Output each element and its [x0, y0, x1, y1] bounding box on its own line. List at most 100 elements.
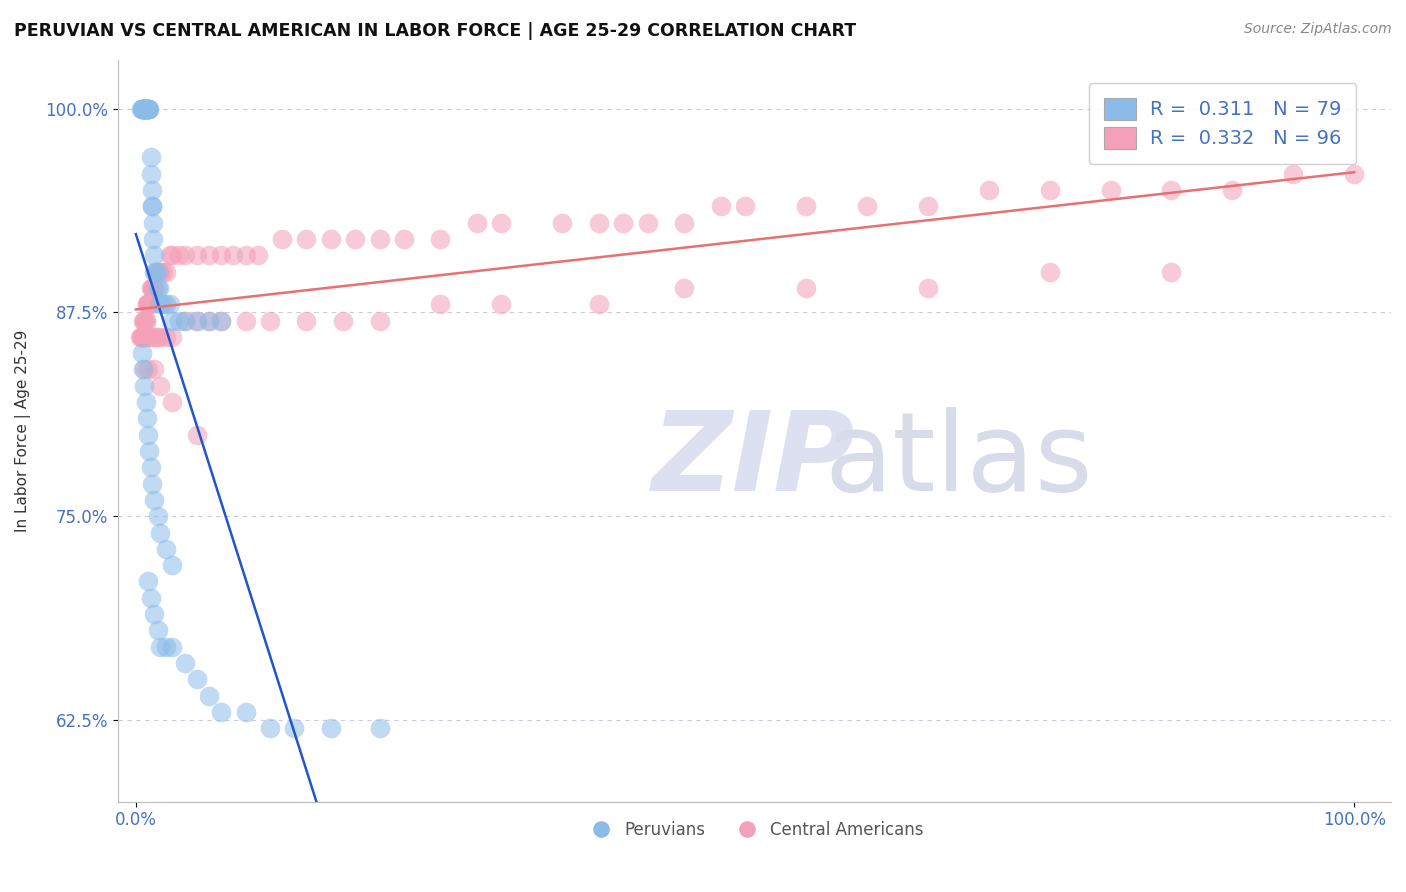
Point — [271, 232, 294, 246]
Point — [235, 705, 257, 719]
Point — [129, 330, 152, 344]
Point — [139, 281, 162, 295]
Point — [132, 313, 155, 327]
Point — [141, 199, 163, 213]
Point — [246, 248, 269, 262]
Point — [235, 248, 257, 262]
Point — [135, 297, 157, 311]
Point — [136, 427, 159, 442]
Point — [135, 102, 157, 116]
Point — [131, 102, 153, 116]
Point — [146, 330, 169, 344]
Point — [136, 362, 159, 376]
Point — [141, 476, 163, 491]
Point — [637, 216, 659, 230]
Point — [1160, 264, 1182, 278]
Point — [152, 297, 174, 311]
Point — [198, 689, 221, 703]
Point — [1099, 183, 1122, 197]
Point — [173, 656, 195, 670]
Text: Source: ZipAtlas.com: Source: ZipAtlas.com — [1244, 22, 1392, 37]
Point — [186, 313, 208, 327]
Point — [710, 199, 733, 213]
Point — [1343, 167, 1365, 181]
Point — [148, 264, 170, 278]
Point — [159, 297, 181, 311]
Point — [135, 102, 157, 116]
Point — [131, 330, 153, 344]
Point — [149, 378, 172, 392]
Point — [368, 232, 391, 246]
Point — [143, 362, 166, 376]
Point — [332, 313, 354, 327]
Point — [794, 281, 817, 295]
Point — [139, 167, 162, 181]
Point — [142, 281, 165, 295]
Point — [162, 313, 184, 327]
Point — [198, 313, 221, 327]
Point — [167, 248, 190, 262]
Point — [1222, 183, 1244, 197]
Point — [141, 183, 163, 197]
Point — [186, 427, 208, 442]
Point — [139, 297, 162, 311]
Point — [136, 297, 159, 311]
Point — [134, 102, 156, 116]
Point — [132, 102, 155, 116]
Point — [145, 281, 167, 295]
Point — [132, 102, 155, 116]
Point — [186, 313, 208, 327]
Point — [134, 378, 156, 392]
Point — [146, 281, 169, 295]
Point — [149, 525, 172, 540]
Point — [173, 313, 195, 327]
Point — [588, 216, 610, 230]
Point — [132, 102, 155, 116]
Point — [155, 640, 177, 654]
Point — [588, 297, 610, 311]
Point — [162, 558, 184, 573]
Point — [134, 102, 156, 116]
Point — [136, 102, 159, 116]
Point — [283, 721, 305, 735]
Point — [235, 313, 257, 327]
Point — [162, 330, 184, 344]
Point — [139, 591, 162, 605]
Point — [673, 216, 696, 230]
Point — [198, 313, 221, 327]
Point — [141, 199, 163, 213]
Point — [135, 102, 157, 116]
Text: PERUVIAN VS CENTRAL AMERICAN IN LABOR FORCE | AGE 25-29 CORRELATION CHART: PERUVIAN VS CENTRAL AMERICAN IN LABOR FO… — [14, 22, 856, 40]
Point — [135, 102, 157, 116]
Point — [136, 102, 159, 116]
Point — [135, 313, 157, 327]
Point — [142, 216, 165, 230]
Point — [132, 362, 155, 376]
Point — [143, 607, 166, 621]
Point — [135, 395, 157, 409]
Point — [146, 624, 169, 638]
Point — [136, 297, 159, 311]
Point — [465, 216, 488, 230]
Point — [491, 216, 513, 230]
Point — [135, 411, 157, 425]
Point — [134, 313, 156, 327]
Point — [295, 232, 318, 246]
Point — [491, 297, 513, 311]
Point — [136, 574, 159, 589]
Point — [143, 264, 166, 278]
Point — [173, 248, 195, 262]
Point — [139, 460, 162, 475]
Point — [141, 281, 163, 295]
Point — [145, 264, 167, 278]
Point — [143, 248, 166, 262]
Point — [551, 216, 574, 230]
Point — [129, 102, 152, 116]
Point — [145, 264, 167, 278]
Point — [155, 541, 177, 556]
Point — [134, 330, 156, 344]
Point — [429, 232, 451, 246]
Point — [295, 313, 318, 327]
Legend: Peruvians, Central Americans: Peruvians, Central Americans — [578, 814, 931, 846]
Point — [368, 313, 391, 327]
